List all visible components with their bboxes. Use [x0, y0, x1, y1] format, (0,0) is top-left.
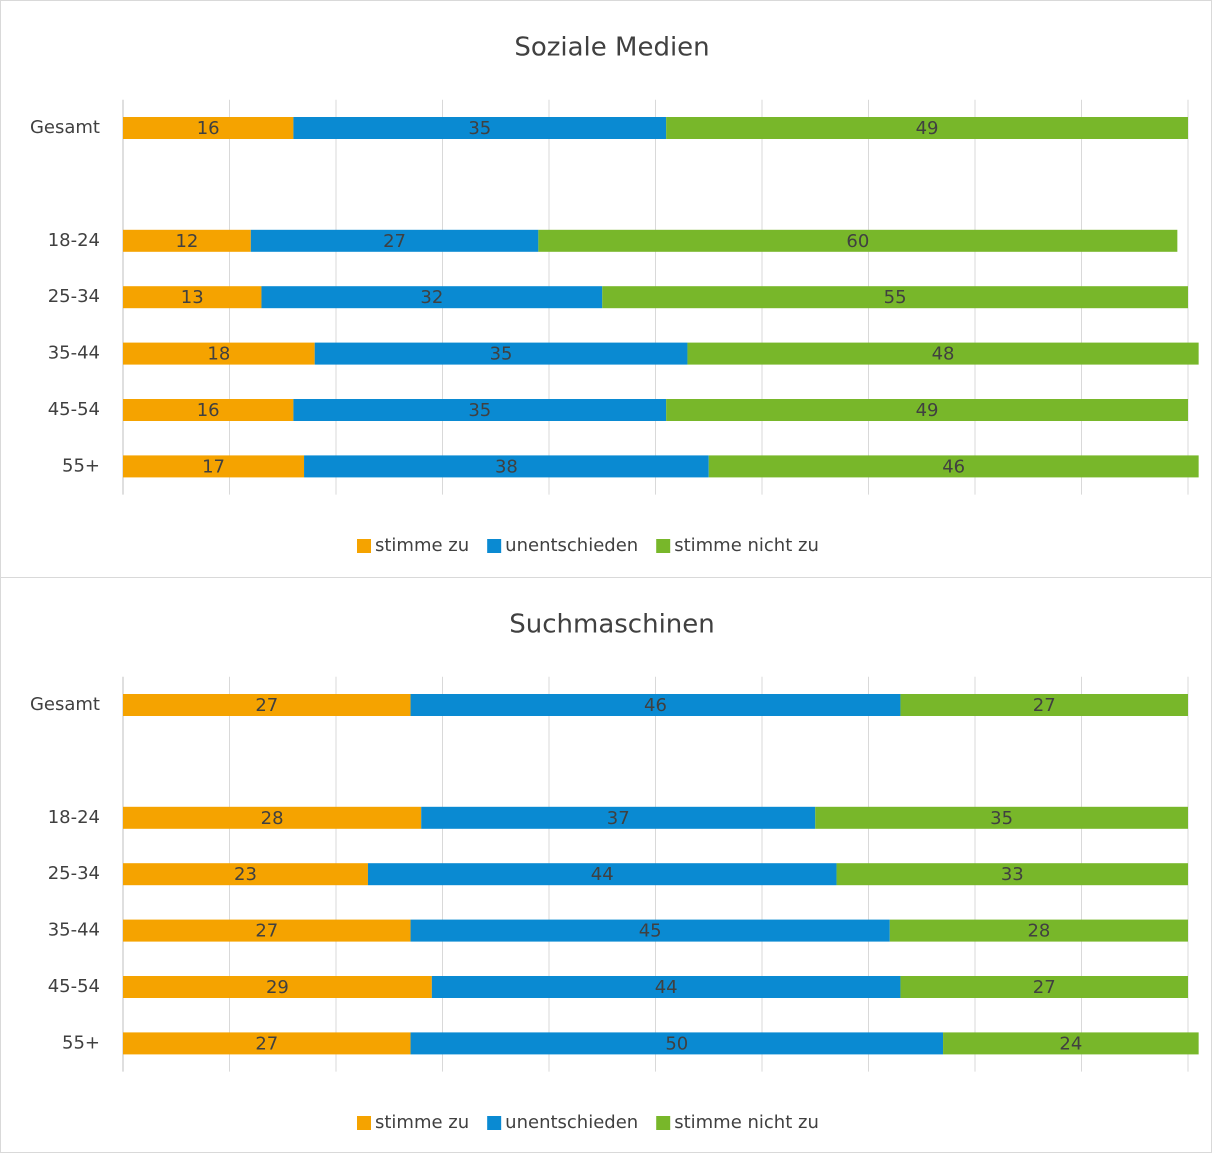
bar-segment: [889, 919, 1188, 942]
chart-title: Soziale Medien: [514, 33, 709, 63]
bar-segment: [314, 342, 688, 365]
legend-label: stimme zu: [375, 535, 469, 556]
data-label: 17: [202, 456, 225, 477]
legend-swatch: [357, 1116, 371, 1130]
data-label: 16: [197, 118, 220, 139]
bar-segment: [123, 286, 262, 309]
data-label: 16: [197, 400, 220, 421]
bar-segment: [123, 1032, 411, 1055]
y-tick-label: 55+: [62, 455, 100, 476]
data-label: 38: [495, 456, 518, 477]
data-label: 27: [1033, 695, 1056, 716]
bar-segment: [123, 863, 368, 886]
bar-segment: [367, 863, 837, 886]
bar-segment: [123, 399, 294, 421]
data-label: 50: [665, 1033, 688, 1054]
data-label: 32: [420, 287, 443, 308]
y-tick-label: 25-34: [48, 286, 100, 307]
data-label: 27: [1033, 977, 1056, 998]
bar-segment: [538, 229, 1178, 252]
legend-label: unentschieden: [505, 1112, 638, 1133]
data-label: 37: [607, 808, 630, 829]
data-label: 27: [383, 231, 406, 252]
legend-swatch: [357, 539, 371, 553]
data-label: 55: [884, 287, 907, 308]
bar-segment: [815, 806, 1188, 829]
data-label: 46: [942, 456, 965, 477]
bar-segment: [250, 229, 539, 252]
bar-segment: [410, 919, 890, 942]
data-label: 60: [846, 231, 869, 252]
data-label: 13: [181, 287, 204, 308]
bar-segment: [123, 455, 305, 478]
legend-swatch: [656, 1116, 671, 1130]
bar-segment: [410, 1032, 944, 1055]
bar-segment: [666, 117, 1188, 139]
y-tick-label: 35-44: [48, 920, 100, 941]
data-label: 44: [591, 864, 614, 885]
bar-segment: [602, 286, 1188, 309]
data-label: 27: [255, 1033, 278, 1054]
bar-segment: [123, 342, 315, 365]
data-label: 48: [932, 344, 955, 365]
legend-swatch: [487, 1116, 502, 1130]
bar-segment: [421, 806, 816, 829]
legend-label: stimme zu: [375, 1112, 469, 1133]
data-label: 27: [255, 921, 278, 942]
data-label: 35: [468, 118, 491, 139]
legend-swatch: [487, 539, 502, 553]
data-label: 12: [175, 231, 198, 252]
data-label: 45: [639, 921, 662, 942]
y-tick-label: Gesamt: [30, 694, 100, 715]
bar-segment: [900, 976, 1188, 998]
legend-swatch: [656, 539, 671, 553]
y-tick-label: 55+: [62, 1032, 100, 1053]
y-tick-label: 18-24: [48, 230, 100, 251]
bar-segment: [123, 806, 422, 829]
data-label: 24: [1059, 1033, 1082, 1054]
data-label: 28: [261, 808, 284, 829]
chart-title: Suchmaschinen: [509, 610, 715, 640]
data-label: 33: [1001, 864, 1024, 885]
bar-segment: [431, 976, 901, 998]
y-tick-label: 45-54: [48, 976, 100, 997]
data-label: 44: [655, 977, 678, 998]
bar-segment: [666, 399, 1188, 421]
data-label: 28: [1027, 921, 1050, 942]
data-label: 49: [916, 400, 939, 421]
bar-segment: [410, 694, 901, 716]
bar-segment: [261, 286, 603, 309]
data-label: 46: [644, 695, 667, 716]
bar-segment: [687, 342, 1199, 365]
bar-segment: [123, 117, 294, 139]
bar-segment: [123, 976, 432, 998]
data-label: 18: [207, 344, 230, 365]
bar-segment: [943, 1032, 1199, 1055]
data-label: 29: [266, 977, 289, 998]
bar-segment: [304, 455, 709, 478]
y-tick-label: 45-54: [48, 399, 100, 420]
bar-segment: [123, 694, 411, 716]
data-label: 35: [468, 400, 491, 421]
data-label: 49: [916, 118, 939, 139]
bar-segment: [836, 863, 1188, 886]
y-tick-label: 35-44: [48, 343, 100, 364]
legend-label: stimme nicht zu: [674, 1112, 819, 1133]
legend-label: stimme nicht zu: [674, 535, 819, 556]
bar-segment: [293, 117, 667, 139]
bar-segment: [900, 694, 1188, 716]
bar-segment: [293, 399, 667, 421]
y-tick-label: 25-34: [48, 863, 100, 884]
data-label: 35: [490, 344, 513, 365]
data-label: 27: [255, 695, 278, 716]
bar-segment: [123, 229, 251, 252]
data-label: 35: [990, 808, 1013, 829]
data-label: 23: [234, 864, 257, 885]
y-tick-label: Gesamt: [30, 117, 100, 138]
bar-segment: [123, 919, 411, 942]
bar-segment: [708, 455, 1199, 478]
y-tick-label: 18-24: [48, 807, 100, 828]
legend-label: unentschieden: [505, 535, 638, 556]
